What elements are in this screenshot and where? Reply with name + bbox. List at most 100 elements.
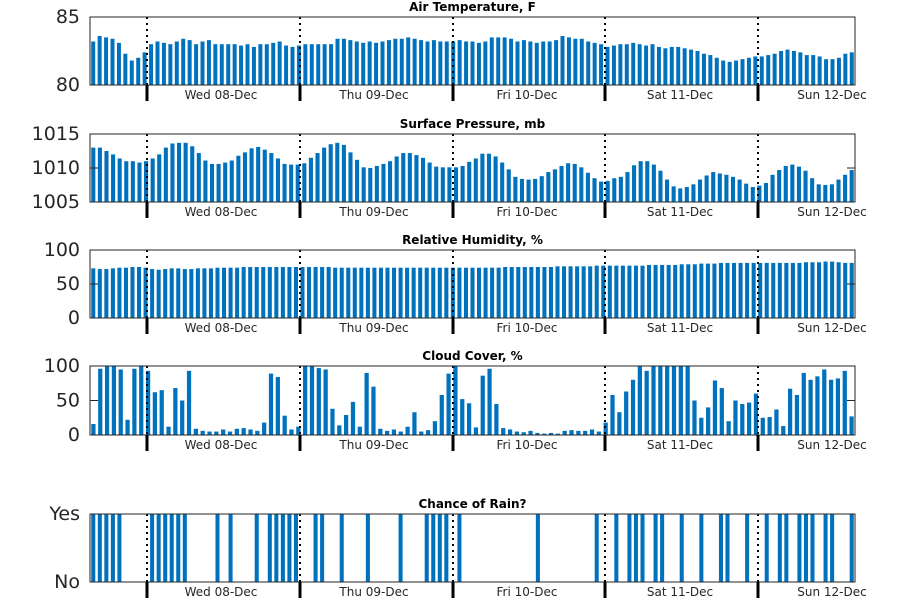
bar [323, 369, 328, 435]
bar [542, 267, 547, 318]
bar [542, 433, 547, 435]
x-tick-label: Wed 08-Dec [185, 438, 258, 452]
bar [137, 162, 142, 202]
bar [507, 429, 513, 435]
bar [398, 431, 403, 435]
bar [572, 163, 577, 202]
bar [241, 428, 246, 435]
bar [339, 267, 344, 318]
x-tick [603, 318, 607, 334]
bar [496, 37, 501, 85]
bar [296, 426, 301, 435]
bar [711, 172, 716, 202]
x-tick-label: Fri 10-Dec [497, 438, 558, 452]
bar [447, 167, 452, 202]
bar [457, 514, 462, 582]
bar [182, 514, 187, 582]
bar [207, 431, 212, 435]
bar [156, 269, 161, 318]
bar [781, 426, 786, 435]
bar [624, 391, 629, 435]
bar [740, 403, 745, 435]
bar [129, 60, 134, 85]
x-tick-label: Sun 12-Dec [797, 438, 866, 452]
bar [308, 157, 313, 202]
bar [104, 514, 109, 582]
bar [234, 428, 239, 435]
bar [232, 44, 237, 85]
x-tick-label: Sat 11-Dec [647, 585, 713, 599]
bar [651, 366, 656, 435]
bar [227, 431, 233, 435]
bar [139, 366, 144, 435]
bar [689, 49, 694, 85]
bar [592, 178, 597, 202]
x-tick [451, 85, 455, 101]
bar [633, 265, 638, 318]
bar [810, 178, 815, 202]
bar [554, 40, 559, 85]
bar [196, 153, 201, 202]
bar [391, 429, 397, 435]
bar [763, 182, 769, 202]
bar [562, 266, 567, 318]
bar [412, 412, 417, 435]
bar [777, 170, 782, 202]
x-tick [298, 435, 302, 451]
bar [371, 386, 376, 435]
bar [753, 393, 759, 435]
bar [149, 44, 154, 85]
bar [732, 262, 737, 318]
bar [414, 155, 419, 202]
bar [388, 161, 393, 202]
bar [692, 400, 697, 435]
bar [519, 178, 525, 202]
bar [132, 368, 137, 435]
bar [706, 407, 711, 435]
bar [842, 370, 847, 435]
bar [658, 170, 663, 202]
bar [287, 267, 292, 318]
bar [803, 262, 808, 318]
bar [489, 37, 494, 85]
bar [215, 267, 220, 318]
bar [116, 42, 121, 85]
bar [228, 514, 233, 582]
bar [644, 45, 649, 85]
bar [725, 262, 730, 318]
bar [640, 514, 645, 582]
bar [803, 170, 808, 202]
bar [245, 44, 250, 85]
bar [737, 179, 742, 202]
bar [117, 267, 122, 318]
bar [271, 42, 276, 85]
bar [418, 267, 423, 318]
bar [145, 370, 151, 435]
bar [759, 56, 764, 85]
bar [669, 46, 674, 85]
y-tick-label: 0 [68, 424, 80, 446]
bar [566, 37, 571, 85]
x-tick-label: Sat 11-Dec [647, 88, 713, 102]
bar [552, 169, 557, 202]
x-tick [603, 85, 607, 101]
bar [150, 158, 155, 202]
bar [678, 366, 683, 435]
y-tick-label: 1015 [32, 123, 80, 145]
bar [359, 267, 364, 318]
bar [401, 153, 406, 202]
bar [764, 514, 769, 582]
bar [521, 432, 526, 435]
bar [744, 183, 749, 202]
bar [200, 41, 205, 85]
bar [503, 267, 508, 318]
bar [407, 153, 412, 202]
x-tick-label: Sat 11-Dec [647, 321, 713, 335]
bar [280, 514, 285, 582]
bar [684, 187, 689, 202]
x-tick-label: Fri 10-Dec [497, 205, 558, 219]
bar [307, 267, 312, 318]
bar [797, 514, 802, 582]
bar [521, 40, 526, 85]
